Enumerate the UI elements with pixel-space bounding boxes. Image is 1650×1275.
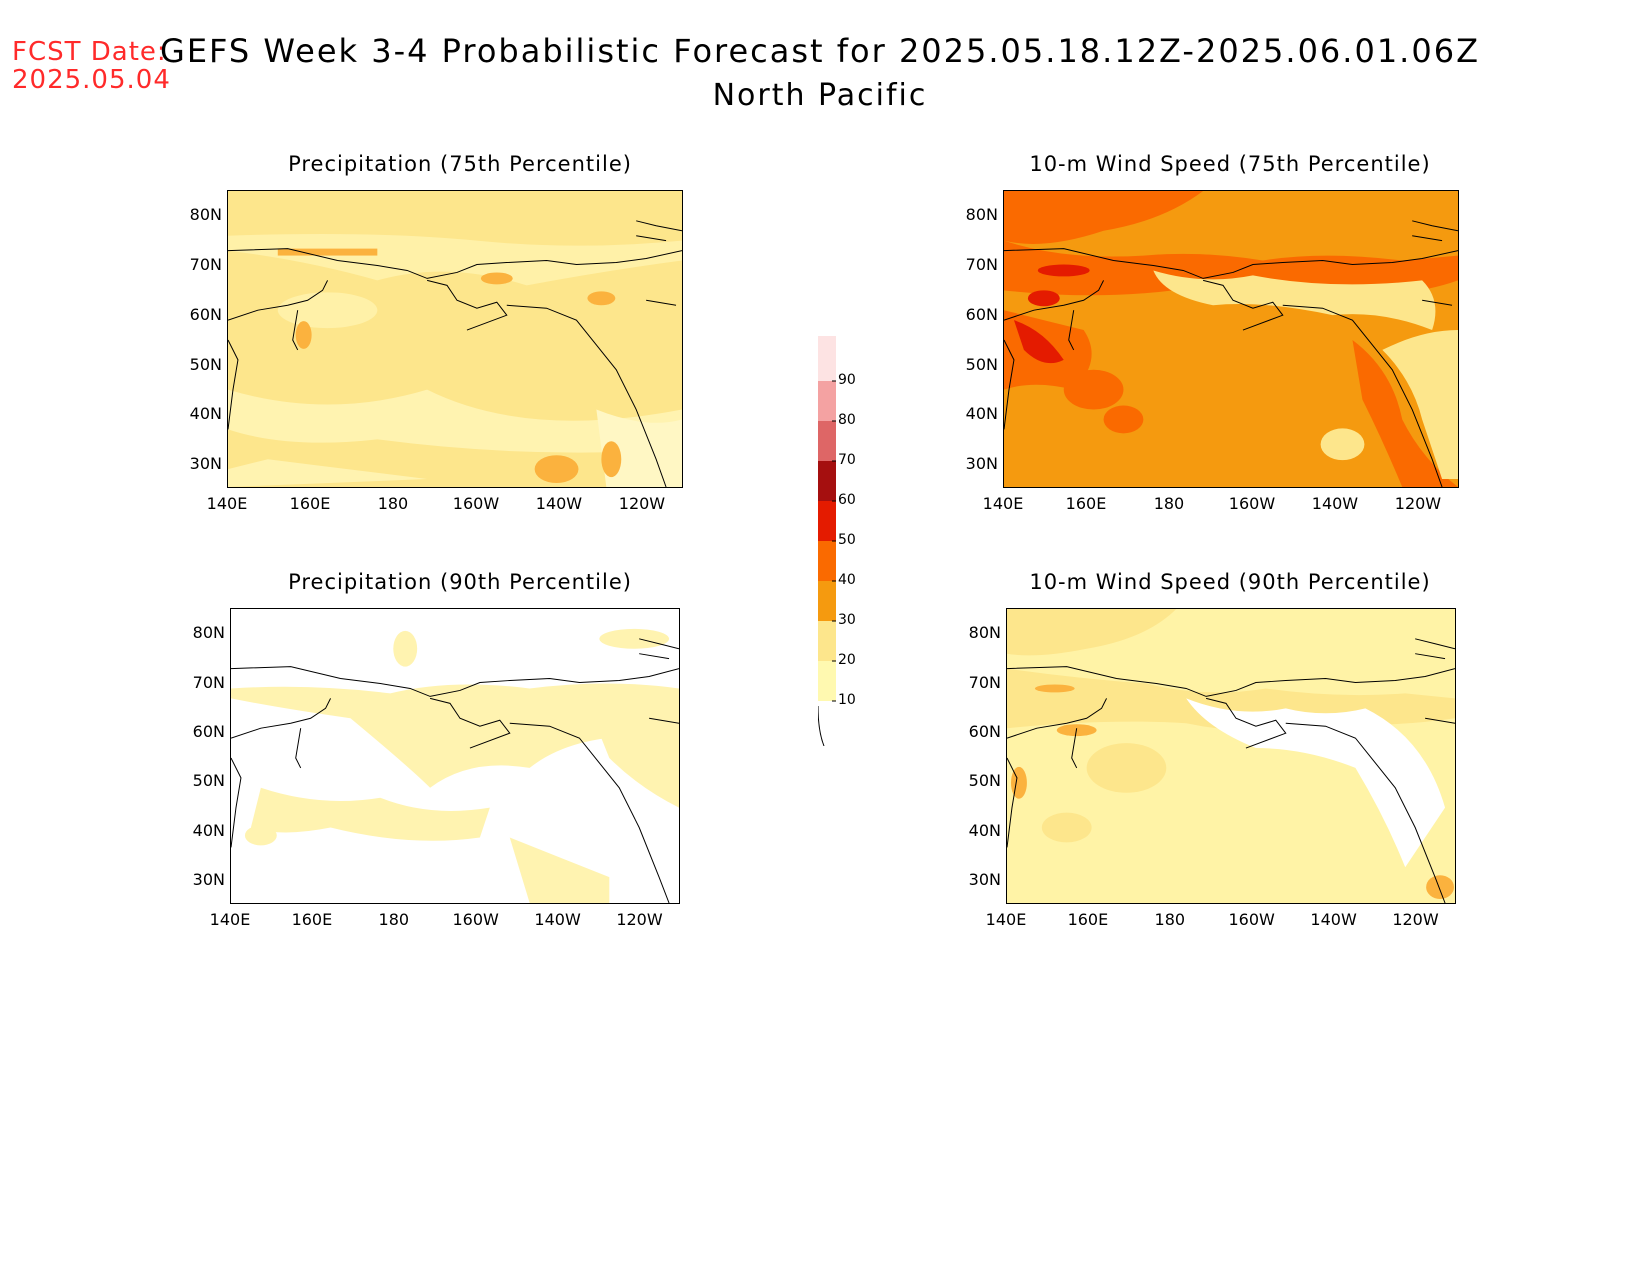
forecast-date-label: FCST Date: bbox=[12, 37, 167, 67]
colorbar-40-50 bbox=[818, 541, 836, 581]
colorbar-70-80 bbox=[818, 421, 836, 461]
panel-title-wind75: 10-m Wind Speed (75th Percentile) bbox=[1029, 152, 1431, 176]
lon-tick-label: 160W bbox=[1228, 910, 1275, 929]
lat-tick-label: 30N bbox=[965, 454, 998, 474]
lat-tick-label: 60N bbox=[965, 304, 998, 324]
lon-tick-label: 140E bbox=[985, 910, 1027, 929]
lon-tick-label: 160E bbox=[291, 910, 333, 929]
lat-tick-label: 80N bbox=[189, 205, 222, 225]
panel-title-wind90: 10-m Wind Speed (90th Percentile) bbox=[1029, 570, 1431, 594]
colorbar-level-label: 30 bbox=[838, 612, 856, 628]
lon-tick-label: 140W bbox=[1310, 910, 1357, 929]
forecast-date-value: 2025.05.04 bbox=[12, 65, 171, 95]
lon-tick-label: 180 bbox=[1154, 910, 1186, 929]
lat-tick-label: 40N bbox=[189, 404, 222, 424]
lon-tick-label: 140W bbox=[1311, 494, 1359, 513]
lon-tick-label: 120W bbox=[1392, 910, 1439, 929]
lon-tick-label: 180 bbox=[377, 494, 409, 513]
colorbar-level-label: 40 bbox=[838, 572, 856, 588]
lat-tick-label: 70N bbox=[965, 255, 998, 275]
lon-tick-label: 140E bbox=[209, 910, 251, 929]
lat-tick-label: 80N bbox=[965, 205, 998, 225]
colorbar-level-label: 70 bbox=[838, 452, 856, 468]
lat-tick-label: 40N bbox=[968, 820, 1001, 840]
lon-tick-label: 140W bbox=[535, 494, 583, 513]
lat-tick-label: 80N bbox=[968, 623, 1001, 643]
lon-tick-label: 160E bbox=[289, 494, 331, 513]
colorbar-30-40 bbox=[818, 581, 836, 621]
lon-tick-label: 180 bbox=[1153, 494, 1185, 513]
lon-tick-label: 120W bbox=[616, 910, 663, 929]
lon-tick-label: 160W bbox=[452, 910, 499, 929]
wind75-map bbox=[1003, 190, 1459, 488]
lon-tick-label: 180 bbox=[378, 910, 410, 929]
colorbar-10-20 bbox=[818, 661, 836, 701]
colorbar-level-label: 80 bbox=[838, 412, 856, 428]
lat-tick-label: 50N bbox=[965, 354, 998, 374]
lon-tick-label: 160E bbox=[1067, 910, 1109, 929]
lat-tick-label: 40N bbox=[965, 404, 998, 424]
lat-tick-label: 70N bbox=[192, 672, 225, 692]
colorbar-20-30 bbox=[818, 621, 836, 661]
colorbar-level-label: 10 bbox=[838, 692, 856, 708]
wind90-map bbox=[1006, 608, 1456, 904]
forecast-date-block: FCST Date: 2025.05.04 bbox=[12, 38, 171, 94]
lat-tick-label: 50N bbox=[192, 771, 225, 791]
colorbar bbox=[818, 336, 836, 746]
colorbar-level-label: 50 bbox=[838, 532, 856, 548]
lat-tick-label: 50N bbox=[189, 354, 222, 374]
lon-tick-label: 140E bbox=[206, 494, 248, 513]
panel-title-precip90: Precipitation (90th Percentile) bbox=[288, 570, 632, 594]
lat-tick-label: 40N bbox=[192, 820, 225, 840]
colorbar-50-60 bbox=[818, 501, 836, 541]
colorbar-80-90 bbox=[818, 381, 836, 421]
lat-tick-label: 30N bbox=[189, 454, 222, 474]
page-title: GEFS Week 3-4 Probabilistic Forecast for… bbox=[160, 32, 1480, 70]
lat-tick-label: 50N bbox=[968, 771, 1001, 791]
lat-tick-label: 60N bbox=[189, 304, 222, 324]
lon-tick-label: 160E bbox=[1065, 494, 1107, 513]
lon-tick-label: 120W bbox=[618, 494, 666, 513]
lat-tick-label: 80N bbox=[192, 623, 225, 643]
lon-tick-label: 120W bbox=[1394, 494, 1442, 513]
region-title: North Pacific bbox=[712, 78, 928, 113]
colorbar-level-label: 20 bbox=[838, 652, 856, 668]
colorbar-level-label: 60 bbox=[838, 492, 856, 508]
lat-tick-label: 70N bbox=[189, 255, 222, 275]
lon-tick-label: 160W bbox=[1228, 494, 1276, 513]
colorbar-90plus bbox=[818, 336, 836, 381]
colorbar-60-70 bbox=[818, 461, 836, 501]
panel-title-precip75: Precipitation (75th Percentile) bbox=[288, 152, 632, 176]
lat-tick-label: 60N bbox=[968, 722, 1001, 742]
lon-tick-label: 140E bbox=[982, 494, 1024, 513]
colorbar-level-label: 90 bbox=[838, 372, 856, 388]
lon-tick-label: 160W bbox=[452, 494, 500, 513]
lon-tick-label: 140W bbox=[534, 910, 581, 929]
lat-tick-label: 30N bbox=[192, 870, 225, 890]
lat-tick-label: 70N bbox=[968, 672, 1001, 692]
precip90-map bbox=[230, 608, 680, 904]
lat-tick-label: 30N bbox=[968, 870, 1001, 890]
precip75-map bbox=[227, 190, 683, 488]
lat-tick-label: 60N bbox=[192, 722, 225, 742]
